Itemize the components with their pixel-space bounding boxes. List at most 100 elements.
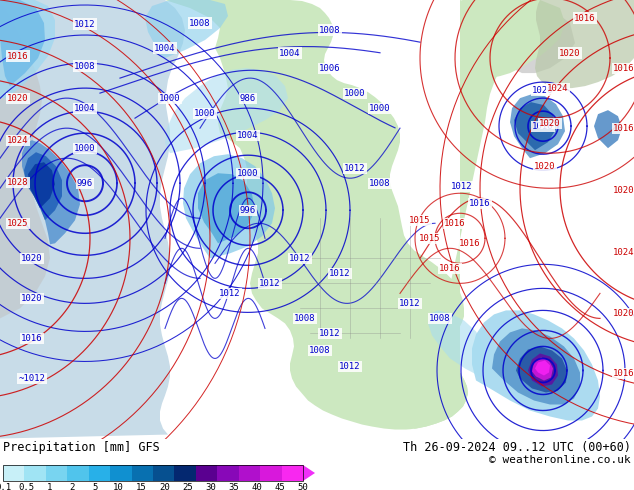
Text: 1016: 1016: [613, 64, 634, 73]
Polygon shape: [198, 173, 255, 244]
Text: 50: 50: [297, 483, 308, 490]
Text: 1: 1: [46, 483, 52, 490]
Polygon shape: [532, 357, 553, 380]
Text: 25: 25: [182, 483, 193, 490]
Text: 1024: 1024: [547, 84, 569, 93]
Polygon shape: [535, 0, 634, 88]
Text: 35: 35: [228, 483, 239, 490]
Text: 1008: 1008: [190, 19, 210, 27]
Text: 1008: 1008: [309, 346, 331, 355]
Text: 1008: 1008: [74, 62, 96, 71]
Text: 1020: 1020: [534, 162, 556, 171]
Polygon shape: [0, 0, 45, 86]
Text: ~1012: ~1012: [18, 374, 46, 383]
Text: 1020: 1020: [613, 309, 634, 318]
Text: 1016: 1016: [533, 122, 553, 131]
Text: 1012: 1012: [399, 299, 421, 308]
Bar: [260, 465, 281, 481]
Text: 1004: 1004: [237, 131, 259, 140]
Polygon shape: [460, 0, 575, 73]
Text: 986: 986: [240, 94, 256, 102]
Text: 2: 2: [70, 483, 75, 490]
Text: Precipitation [mm] GFS: Precipitation [mm] GFS: [3, 441, 160, 454]
Text: 1004: 1004: [154, 44, 176, 52]
Text: 1012: 1012: [259, 279, 281, 288]
Text: 996: 996: [240, 206, 256, 215]
Text: 1020: 1020: [540, 119, 560, 128]
Text: 1004: 1004: [74, 104, 96, 113]
Bar: [46, 465, 67, 481]
Bar: [217, 465, 239, 481]
Text: 1015: 1015: [419, 234, 441, 243]
Text: 5: 5: [93, 483, 98, 490]
Bar: [3, 465, 25, 481]
Text: 1008: 1008: [294, 314, 316, 323]
Polygon shape: [165, 0, 468, 430]
Text: © weatheronline.co.uk: © weatheronline.co.uk: [489, 455, 631, 465]
Polygon shape: [400, 0, 512, 430]
Polygon shape: [24, 152, 62, 220]
Text: 1012: 1012: [344, 164, 366, 172]
Text: 1016: 1016: [613, 369, 634, 378]
Polygon shape: [183, 154, 275, 258]
Text: 1012: 1012: [74, 20, 96, 28]
Text: 15: 15: [136, 483, 147, 490]
Text: 1000: 1000: [369, 104, 391, 113]
Text: 1020: 1020: [7, 94, 29, 102]
Text: 1024: 1024: [7, 136, 29, 145]
Text: 1020: 1020: [533, 86, 553, 95]
Polygon shape: [535, 361, 550, 375]
Bar: [132, 465, 153, 481]
Bar: [3, 465, 303, 481]
Text: 1012: 1012: [289, 254, 311, 263]
Text: 1016: 1016: [7, 51, 29, 61]
Text: 1020: 1020: [613, 186, 634, 195]
Text: 1016: 1016: [439, 264, 461, 273]
Text: 1024: 1024: [613, 248, 634, 257]
Polygon shape: [528, 353, 558, 387]
Polygon shape: [22, 140, 80, 245]
Text: Th 26-09-2024 09..12 UTC (00+60): Th 26-09-2024 09..12 UTC (00+60): [403, 441, 631, 454]
Text: 1016: 1016: [469, 199, 491, 208]
Text: 1004: 1004: [279, 49, 301, 57]
Text: 1016: 1016: [444, 219, 466, 228]
Text: 1016: 1016: [459, 239, 481, 248]
Polygon shape: [165, 68, 288, 153]
Bar: [281, 465, 303, 481]
Text: 1016: 1016: [574, 14, 596, 23]
Text: 1028: 1028: [7, 178, 29, 187]
Polygon shape: [28, 162, 55, 208]
Text: 1025: 1025: [7, 219, 29, 228]
Text: 30: 30: [205, 483, 216, 490]
Bar: [110, 465, 132, 481]
Text: 1000: 1000: [74, 144, 96, 153]
Text: 1012: 1012: [451, 182, 473, 191]
Polygon shape: [510, 94, 565, 158]
Bar: [174, 465, 196, 481]
Text: 1008: 1008: [320, 25, 340, 34]
Polygon shape: [0, 2, 50, 318]
Text: 10: 10: [113, 483, 124, 490]
Text: 1006: 1006: [320, 64, 340, 73]
Polygon shape: [0, 0, 55, 98]
Text: 40: 40: [252, 483, 262, 490]
Text: 1012: 1012: [320, 329, 340, 338]
Polygon shape: [460, 0, 565, 78]
Polygon shape: [145, 0, 228, 58]
Text: 1016: 1016: [22, 334, 42, 343]
Text: 1000: 1000: [159, 94, 181, 102]
Bar: [196, 465, 217, 481]
Text: 1012: 1012: [339, 362, 361, 371]
Text: 1008: 1008: [369, 179, 391, 188]
Polygon shape: [492, 328, 580, 405]
Polygon shape: [303, 465, 315, 481]
Polygon shape: [514, 102, 556, 150]
Text: 20: 20: [159, 483, 170, 490]
Text: 1020: 1020: [559, 49, 581, 57]
Text: 1012: 1012: [219, 289, 241, 298]
Text: 996: 996: [77, 179, 93, 188]
Bar: [67, 465, 89, 481]
Bar: [89, 465, 110, 481]
Polygon shape: [516, 346, 567, 392]
Text: 1000: 1000: [237, 169, 259, 178]
